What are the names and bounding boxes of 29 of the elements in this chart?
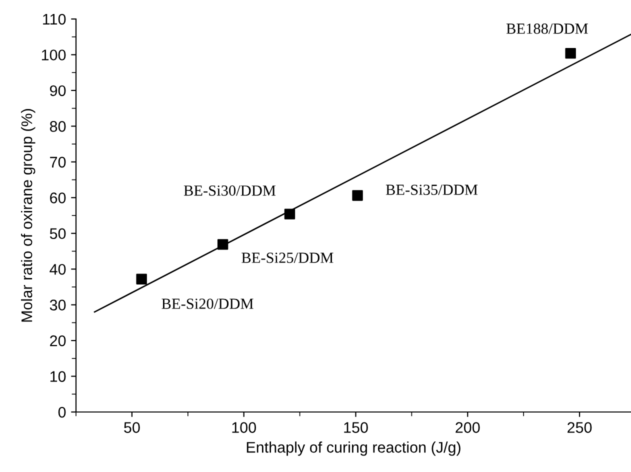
- annotation: BE188/DDM: [506, 24, 588, 34]
- x-tick-label: 200: [456, 422, 480, 433]
- y-tick-label: 70: [50, 156, 66, 168]
- y-tick-label: 20: [50, 335, 66, 346]
- y-tick-label: 0: [58, 406, 66, 418]
- annotation: BE-Si25/DDM: [242, 252, 334, 263]
- y-tick-label: 40: [50, 264, 66, 275]
- annotation: BE-Si35/DDM: [386, 184, 478, 195]
- point: [565, 48, 576, 59]
- x-tick-label: 100: [232, 422, 256, 433]
- y-tick-label: 100: [42, 50, 66, 60]
- point: [284, 208, 296, 220]
- annotation: BE-Si30/DDM: [184, 185, 276, 196]
- x-axis-title: Enthaply of curing reaction (J/g): [246, 442, 460, 456]
- point: [217, 239, 228, 250]
- y-tick-label: 50: [50, 228, 66, 240]
- annotation: BE-Si20/DDM: [162, 298, 254, 309]
- y-tick-label: 10: [50, 371, 66, 382]
- x-tick-label: 50: [124, 422, 140, 433]
- y-tick-label: 30: [50, 300, 66, 311]
- point: [352, 190, 363, 201]
- point: [136, 274, 147, 284]
- y-tick-label: 90: [50, 85, 66, 96]
- x-tick-label: 250: [568, 422, 592, 433]
- x-tick-label: 150: [344, 422, 368, 433]
- y-tick-label: 80: [50, 121, 66, 132]
- y-tick-label: 110: [43, 14, 66, 25]
- y-tick-label: 60: [50, 192, 66, 204]
- y-axis-title: Molar ratio of oxirane group (%): [20, 109, 36, 322]
